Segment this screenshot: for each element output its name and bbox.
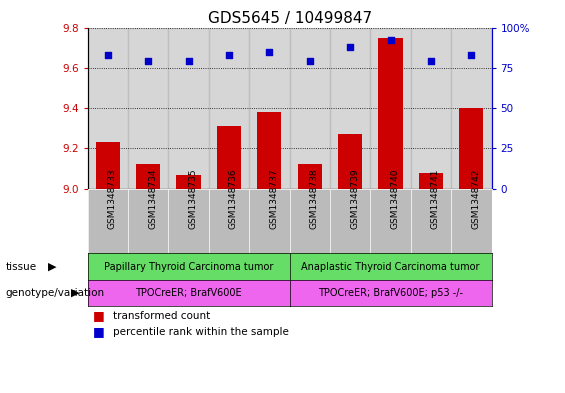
Bar — [379, 38, 403, 189]
Text: TPOCreER; BrafV600E: TPOCreER; BrafV600E — [135, 288, 242, 298]
Text: GSM1348740: GSM1348740 — [390, 168, 399, 229]
Bar — [136, 164, 160, 189]
Bar — [298, 164, 322, 189]
Text: GSM1348734: GSM1348734 — [148, 168, 157, 229]
Bar — [217, 126, 241, 189]
Point — [427, 58, 436, 64]
Point — [265, 48, 274, 55]
Text: ■: ■ — [93, 325, 105, 338]
Bar — [95, 142, 120, 189]
Bar — [176, 174, 201, 189]
Point — [305, 58, 314, 64]
Text: ▶: ▶ — [48, 262, 57, 272]
Text: tissue: tissue — [6, 262, 37, 272]
Point — [144, 58, 153, 64]
Point — [467, 52, 476, 58]
Bar — [249, 28, 289, 189]
Text: Papillary Thyroid Carcinoma tumor: Papillary Thyroid Carcinoma tumor — [104, 262, 273, 272]
Bar — [257, 112, 281, 189]
Bar — [290, 28, 330, 189]
Bar — [88, 28, 128, 189]
Bar — [411, 28, 451, 189]
Point — [386, 37, 395, 44]
Text: transformed count: transformed count — [113, 311, 210, 321]
Text: GSM1348733: GSM1348733 — [108, 168, 117, 229]
Text: GSM1348741: GSM1348741 — [431, 168, 440, 229]
Bar — [338, 134, 362, 189]
Text: percentile rank within the sample: percentile rank within the sample — [113, 327, 289, 337]
Text: GSM1348737: GSM1348737 — [270, 168, 279, 229]
Bar — [168, 28, 209, 189]
Text: GSM1348739: GSM1348739 — [350, 168, 359, 229]
Point — [103, 52, 112, 58]
Title: GDS5645 / 10499847: GDS5645 / 10499847 — [207, 11, 372, 26]
Bar — [459, 108, 484, 189]
Text: ■: ■ — [93, 309, 105, 323]
Point — [224, 52, 233, 58]
Bar — [371, 28, 411, 189]
Text: Anaplastic Thyroid Carcinoma tumor: Anaplastic Thyroid Carcinoma tumor — [301, 262, 480, 272]
Text: GSM1348736: GSM1348736 — [229, 168, 238, 229]
Point — [346, 44, 355, 50]
Text: TPOCreER; BrafV600E; p53 -/-: TPOCreER; BrafV600E; p53 -/- — [318, 288, 463, 298]
Bar — [209, 28, 249, 189]
Text: GSM1348735: GSM1348735 — [189, 168, 198, 229]
Bar — [451, 28, 492, 189]
Bar — [128, 28, 168, 189]
Text: GSM1348742: GSM1348742 — [471, 168, 480, 229]
Point — [184, 58, 193, 64]
Bar — [419, 173, 443, 189]
Text: ▶: ▶ — [71, 288, 79, 298]
Text: genotype/variation: genotype/variation — [6, 288, 105, 298]
Text: GSM1348738: GSM1348738 — [310, 168, 319, 229]
Bar — [330, 28, 371, 189]
